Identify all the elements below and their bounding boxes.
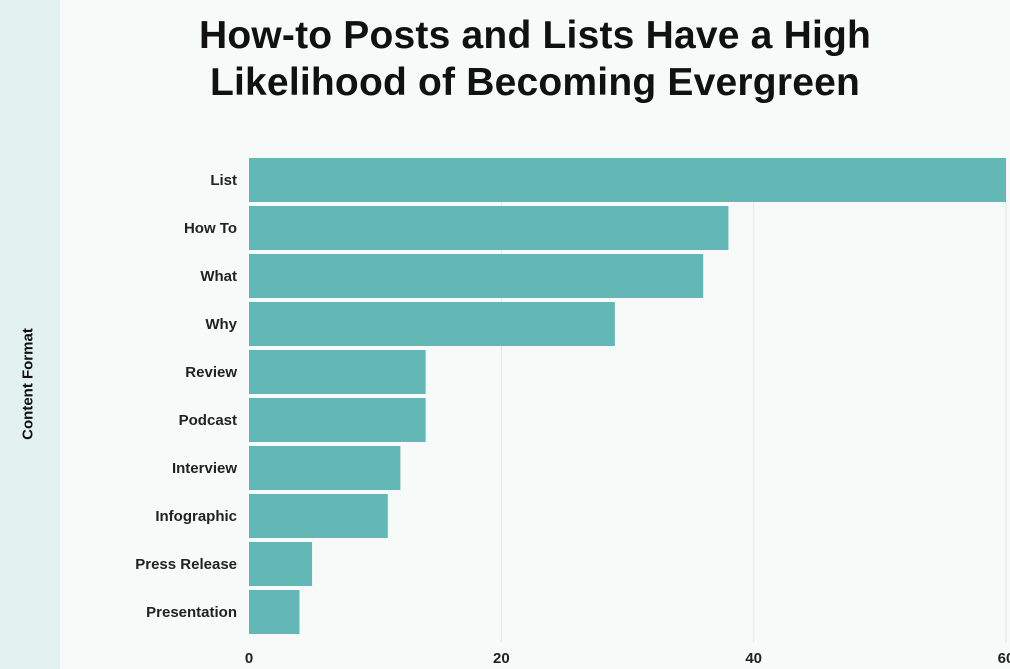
x-tick-label-20: 20	[493, 650, 510, 667]
category-label-0: List	[210, 172, 237, 189]
chart-title-line-1: How-to Posts and Lists Have a High	[198, 14, 872, 57]
category-label-5: Podcast	[179, 412, 237, 429]
category-label-1: How To	[184, 220, 237, 237]
bar-4	[249, 350, 426, 394]
bar-8	[249, 542, 313, 586]
category-label-3: Why	[205, 316, 237, 333]
x-tick-label-0: 0	[245, 650, 253, 667]
category-label-2: What	[200, 268, 237, 285]
bar-2	[249, 254, 704, 298]
bar-7	[249, 494, 388, 538]
bar-3	[249, 302, 615, 346]
category-label-9: Presentation	[146, 604, 237, 621]
category-label-4: Review	[185, 364, 237, 381]
bar-0	[249, 158, 1006, 202]
bar-1	[249, 206, 729, 250]
category-label-8: Press Release	[135, 556, 237, 573]
x-tick-label-40: 40	[745, 650, 762, 667]
category-label-6: Interview	[172, 460, 237, 477]
bar-5	[249, 398, 426, 442]
category-label-7: Infographic	[155, 508, 237, 525]
chart-title-line-2: Likelihood of Becoming Evergreen	[209, 61, 860, 104]
side-band	[0, 0, 60, 669]
bar-6	[249, 446, 401, 490]
bar-9	[249, 590, 300, 634]
chart-title: How-to Posts and Lists Have a High Likel…	[25, 12, 1010, 106]
x-tick-label-60: 60	[998, 650, 1010, 667]
